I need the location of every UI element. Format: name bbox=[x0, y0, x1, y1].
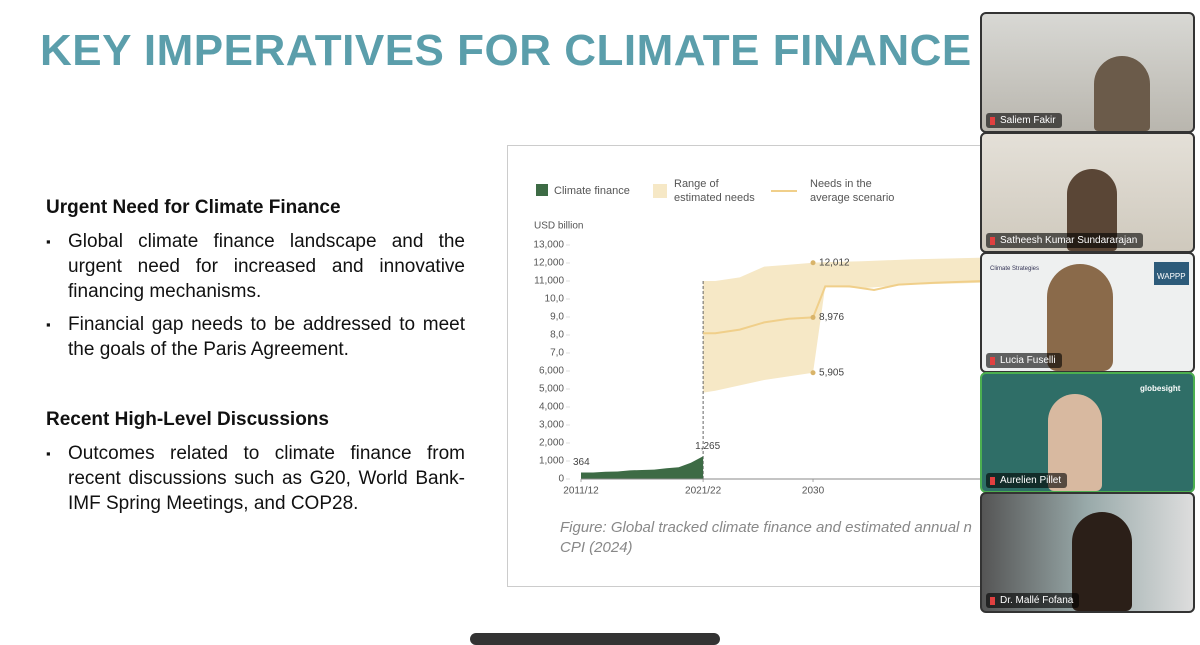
bullet: Financial gap needs to be addressed to m… bbox=[46, 312, 465, 362]
section-heading: Urgent Need for Climate Finance bbox=[46, 197, 341, 218]
figure-caption: Figure: Global tracked climate finance a… bbox=[560, 519, 972, 556]
person bbox=[1094, 56, 1150, 131]
x-tick-label: 2030 bbox=[802, 486, 825, 497]
legend-label: Needs in the average scenario bbox=[810, 178, 895, 204]
participant-name: Dr. Mallé Fofana bbox=[986, 593, 1080, 608]
video-tile[interactable]: Saliem Fakir bbox=[980, 12, 1195, 133]
needs-range bbox=[703, 257, 984, 393]
y-tick-label: 10,0 bbox=[545, 294, 565, 305]
annotation-label: 1,265 bbox=[695, 441, 720, 452]
participant-name: Satheesh Kumar Sundararajan bbox=[986, 233, 1144, 248]
video-tile[interactable]: Satheesh Kumar Sundararajan bbox=[980, 132, 1195, 253]
y-tick-label: 5,000 bbox=[539, 384, 564, 395]
video-tile[interactable]: globesight Aurelien Pillet bbox=[980, 372, 1195, 493]
y-tick-label: 3,000 bbox=[539, 420, 564, 431]
y-tick-label: 13,000 bbox=[533, 240, 564, 251]
annotation-dot bbox=[810, 370, 816, 376]
y-tick-label: 2,000 bbox=[539, 438, 564, 449]
x-tick-label: 2021/22 bbox=[685, 486, 722, 497]
slide-title: KEY IMPERATIVES FOR CLIMATE FINANCE bbox=[40, 26, 972, 75]
logo: globesight bbox=[1140, 384, 1181, 393]
bullet: Outcomes related to climate finance from… bbox=[46, 441, 465, 516]
legend-swatch bbox=[536, 184, 548, 196]
person bbox=[1072, 512, 1132, 611]
annotation-label: 12,012 bbox=[819, 257, 850, 268]
section-heading: Recent High-Level Discussions bbox=[46, 409, 329, 430]
climate-finance-area bbox=[581, 456, 704, 479]
y-tick-label: 1,000 bbox=[539, 456, 564, 467]
participant-name: Aurelien Pillet bbox=[986, 473, 1068, 488]
toolbar[interactable] bbox=[470, 633, 720, 645]
logo: WAPPP bbox=[1154, 262, 1189, 285]
average-line bbox=[703, 280, 985, 335]
figure: Climate finance Range of estimated needs… bbox=[507, 145, 1029, 587]
video-tile[interactable]: Dr. Mallé Fofana bbox=[980, 492, 1195, 613]
legend-label: Range of estimated needs bbox=[674, 178, 755, 204]
section: Urgent Need for Climate Finance Global c… bbox=[46, 197, 465, 362]
y-tick-label: 6,000 bbox=[539, 366, 564, 377]
y-tick-label: 8,0 bbox=[550, 330, 564, 341]
y-tick-label: 9,0 bbox=[550, 312, 564, 323]
x-tick-label: 2011/12 bbox=[563, 486, 599, 497]
annotation-dot bbox=[810, 314, 816, 320]
annotation-label: 5,905 bbox=[819, 367, 844, 378]
plot: USD billion 0 1,000 2,000 3,000 4,000 5,000 6,… bbox=[533, 221, 985, 497]
annotation-label: 364 bbox=[573, 457, 590, 468]
y-tick-label: 11,000 bbox=[534, 276, 564, 287]
legend-swatch bbox=[653, 184, 667, 198]
y-tick-label: 12,000 bbox=[533, 258, 564, 269]
y-tick-label: 7,0 bbox=[550, 348, 564, 359]
annotation-dot bbox=[810, 260, 816, 266]
section: Recent High-Level Discussions Outcomes r… bbox=[46, 409, 465, 516]
axis-label: USD billion bbox=[534, 221, 583, 232]
y-tick-label: 0 bbox=[558, 474, 564, 485]
y-tick-label: 4,000 bbox=[539, 402, 564, 413]
legend-label: Climate finance bbox=[554, 185, 630, 197]
bullet: Global climate finance landscape and the… bbox=[46, 229, 465, 304]
legend-swatch bbox=[771, 190, 797, 192]
annotation-label: 8,976 bbox=[819, 312, 844, 323]
video-tile[interactable]: Climate Strategies WAPPP Lucia Fuselli bbox=[980, 252, 1195, 373]
participant-name: Lucia Fuselli bbox=[986, 353, 1062, 368]
participant-name: Saliem Fakir bbox=[986, 113, 1062, 128]
logo: Climate Strategies bbox=[990, 266, 1040, 272]
